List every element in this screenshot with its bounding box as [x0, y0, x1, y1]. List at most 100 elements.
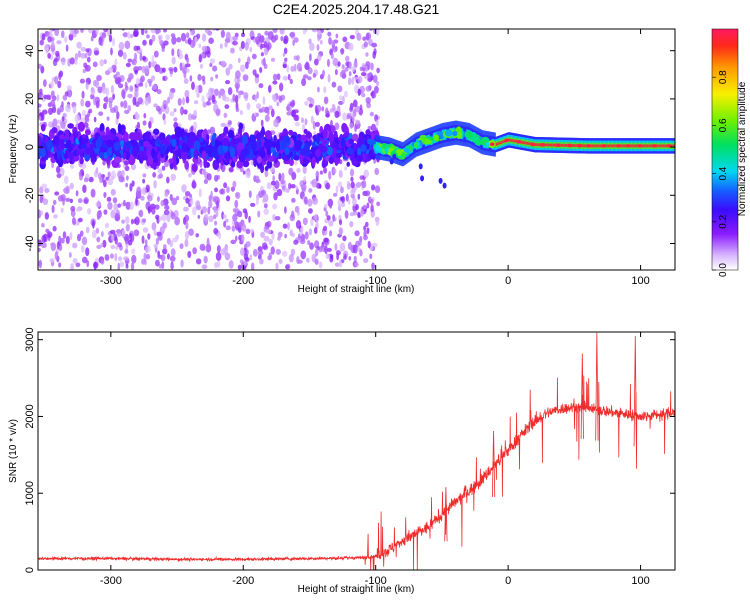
- noise-blob: [349, 221, 354, 228]
- band-blob: [242, 134, 249, 145]
- band-blob: [152, 162, 157, 170]
- ridge-core: [539, 143, 541, 147]
- noise-blob: [103, 29, 107, 32]
- ridge-core: [521, 140, 523, 144]
- ridge-core: [548, 143, 550, 147]
- noise-blob: [99, 59, 105, 67]
- noise-blob: [168, 91, 174, 100]
- noise-blob: [153, 103, 158, 108]
- noise-blob: [295, 220, 302, 229]
- noise-blob: [318, 183, 322, 189]
- noise-blob: [148, 61, 152, 69]
- noise-blob: [171, 197, 178, 206]
- noise-blob: [263, 203, 268, 209]
- band-blob: [284, 146, 290, 156]
- noise-blob: [334, 262, 340, 267]
- noise-blob: [355, 204, 359, 211]
- noise-blob: [114, 253, 118, 262]
- noise-blob: [266, 110, 270, 116]
- noise-blob: [50, 80, 54, 89]
- noise-blob: [200, 63, 203, 69]
- noise-blob: [337, 181, 343, 188]
- noise-blob: [276, 73, 281, 81]
- band-blob: [72, 130, 79, 138]
- noise-blob: [332, 46, 338, 53]
- noise-blob: [334, 122, 340, 130]
- ridge-core: [500, 141, 502, 145]
- noise-blob: [68, 252, 72, 258]
- noise-blob: [211, 94, 216, 103]
- noise-blob: [290, 65, 295, 72]
- noise-blob: [213, 206, 217, 213]
- noise-blob: [195, 258, 202, 265]
- noise-blob: [49, 257, 55, 263]
- noise-blob: [135, 125, 141, 130]
- noise-blob: [170, 33, 176, 38]
- noise-blob: [322, 69, 326, 77]
- noise-blob: [308, 188, 313, 193]
- noise-blob: [312, 197, 318, 205]
- noise-blob: [199, 243, 206, 252]
- ridge-core: [625, 144, 627, 148]
- noise-blob: [235, 107, 240, 113]
- noise-blob: [91, 230, 97, 239]
- band-blob: [63, 153, 69, 160]
- noise-blob: [139, 77, 144, 85]
- noise-blob: [273, 192, 278, 201]
- noise-blob: [130, 163, 137, 171]
- noise-blob: [352, 99, 358, 108]
- noise-blob: [95, 100, 100, 109]
- noise-blob: [69, 182, 74, 190]
- noise-blob: [47, 36, 52, 43]
- noise-blob: [147, 233, 151, 240]
- noise-blob: [325, 113, 330, 118]
- noise-blob: [310, 217, 314, 227]
- noise-blob: [76, 233, 82, 242]
- noise-blob: [170, 248, 176, 257]
- noise-blob: [105, 95, 109, 105]
- noise-blob: [282, 223, 288, 229]
- noise-blob: [86, 56, 91, 63]
- noise-blob: [136, 186, 142, 196]
- noise-blob: [162, 75, 166, 81]
- noise-blob: [56, 241, 60, 250]
- noise-blob: [296, 168, 301, 173]
- band-blob: [260, 146, 265, 155]
- noise-blob: [88, 108, 93, 114]
- noise-blob: [74, 58, 78, 65]
- noise-blob: [185, 68, 190, 73]
- noise-blob: [349, 122, 354, 129]
- noise-blob: [366, 202, 370, 209]
- noise-blob: [173, 66, 178, 73]
- noise-blob: [352, 198, 358, 207]
- noise-blob: [38, 63, 42, 69]
- band-blob: [237, 127, 243, 136]
- noise-blob: [264, 169, 269, 178]
- noise-blob: [270, 108, 275, 118]
- noise-blob: [85, 48, 90, 53]
- ridge-core: [545, 143, 548, 147]
- band-blob: [114, 156, 122, 164]
- noise-blob: [304, 100, 309, 106]
- band-blob: [132, 146, 138, 158]
- noise-blob: [69, 198, 73, 204]
- ridge-core: [612, 144, 614, 148]
- noise-blob: [313, 227, 318, 234]
- noise-blob: [317, 86, 320, 93]
- noise-blob: [230, 47, 235, 54]
- noise-blob: [295, 185, 299, 191]
- ridge-core: [548, 143, 551, 147]
- noise-blob: [79, 78, 86, 84]
- ridge-core: [572, 144, 575, 147]
- band-blob: [229, 147, 236, 159]
- noise-blob: [349, 106, 353, 112]
- ridge-core: [623, 144, 626, 148]
- noise-blob: [208, 215, 214, 223]
- ridge-core: [591, 144, 594, 148]
- noise-blob: [127, 239, 133, 246]
- noise-blob: [347, 77, 352, 86]
- noise-blob: [257, 250, 264, 256]
- ridge-core: [502, 140, 505, 144]
- noise-blob: [367, 240, 371, 249]
- band-blob: [187, 150, 192, 157]
